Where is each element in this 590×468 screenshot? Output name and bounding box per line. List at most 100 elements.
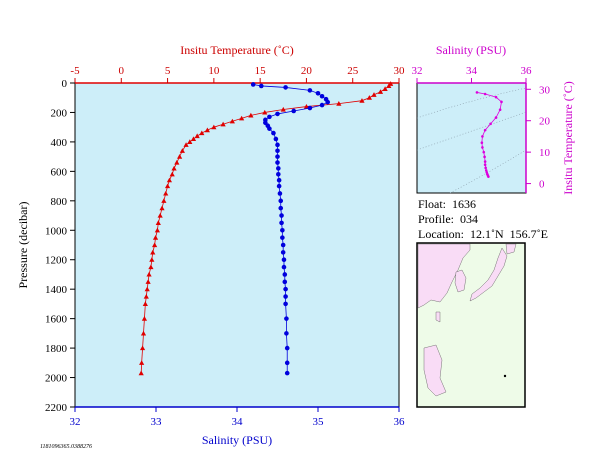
- ts-point: [494, 95, 498, 99]
- ts-point: [500, 100, 503, 104]
- ts-top-axis-title: Salinity (PSU): [436, 43, 506, 57]
- temperature-point: [239, 115, 245, 121]
- temperature-point: [199, 130, 205, 136]
- salinity-point: [284, 370, 290, 376]
- top-tick-label: -5: [70, 65, 80, 77]
- temperature-point: [152, 235, 159, 240]
- salinity-point: [271, 130, 276, 136]
- salinity-point: [284, 331, 289, 336]
- salinity-point: [283, 301, 288, 307]
- top-tick-label: 0: [119, 65, 125, 77]
- temperature-point: [220, 121, 226, 127]
- ts-right-tick-label: 30: [539, 84, 551, 96]
- salinity-point: [275, 148, 280, 154]
- bottom-tick-label: 33: [151, 416, 163, 428]
- main-series: [138, 81, 394, 376]
- temperature-point: [166, 177, 173, 183]
- left-tick-label: 400: [51, 137, 68, 149]
- salinity-point: [276, 166, 281, 171]
- temperature-point: [163, 190, 169, 196]
- salinity-point: [319, 102, 325, 108]
- ts-point: [483, 160, 487, 163]
- temperature-point: [262, 109, 268, 115]
- left-tick-label: 2200: [45, 402, 68, 414]
- ts-right-axis-title: Insitu Temperature (˚C): [561, 81, 575, 195]
- temperature-point: [366, 95, 372, 100]
- salinity-point: [278, 198, 284, 204]
- salinity-point: [284, 360, 290, 366]
- map-korea: [454, 269, 467, 293]
- ts-chart: 32 34 36 0 10 20 30 Salinity (PSU) Insitu Tem…: [412, 43, 576, 195]
- main-left-ticks: 0 200 400 600 800 1000 1200 1400 1600 1800 2000 220…: [45, 78, 75, 414]
- salinity-point: [275, 111, 280, 117]
- bottom-tick-label: 36: [394, 416, 406, 428]
- left-tick-label: 1000: [45, 225, 68, 237]
- temperature-point: [190, 136, 197, 142]
- ts-point: [489, 122, 492, 126]
- salinity-point: [282, 279, 288, 285]
- map-philippines: [423, 344, 447, 397]
- main-left-axis-title: Pressure (decibar): [16, 202, 30, 289]
- salinity-point: [283, 294, 288, 299]
- salinity-point: [315, 91, 321, 96]
- temperature-point: [140, 330, 147, 336]
- ts-top-tick-label: 32: [412, 65, 423, 77]
- ts-top-tick-label: 36: [521, 65, 533, 77]
- left-tick-label: 800: [51, 196, 68, 208]
- ts-point: [498, 108, 502, 112]
- salinity-point: [319, 93, 325, 99]
- ts-right-ticks: 0 10 20 30: [526, 84, 551, 191]
- temperature-point: [204, 127, 210, 133]
- temperature-point: [138, 370, 144, 376]
- top-tick-label: 5: [165, 65, 171, 77]
- salinity-point: [283, 286, 288, 292]
- salinity-point: [275, 142, 280, 148]
- salinity-point: [267, 114, 272, 120]
- left-tick-label: 600: [51, 166, 68, 178]
- main-chart: -5 0 5 10 15 20 25 30 32 33 34 35 36 02004006008001…: [16, 43, 405, 447]
- temperature-point: [382, 86, 388, 91]
- ts-point: [484, 166, 487, 170]
- temperature-point: [248, 112, 254, 118]
- salinity-point: [284, 345, 290, 351]
- temperature-point: [155, 220, 161, 225]
- salinity-point: [282, 272, 288, 277]
- left-tick-label: 1200: [45, 255, 68, 267]
- ts-point: [481, 135, 484, 138]
- left-tick-label: 200: [51, 107, 68, 119]
- ts-right-tick-label: 20: [539, 116, 551, 128]
- main-top-axis-title: Insitu Temperature (˚C): [180, 43, 294, 57]
- temperature-point: [139, 345, 146, 351]
- top-tick-label: 25: [347, 65, 359, 77]
- temperature-point: [386, 83, 392, 89]
- temperature-point: [177, 154, 183, 159]
- ts-point: [483, 92, 487, 96]
- ts-point: [482, 150, 486, 154]
- temperature-point: [280, 106, 286, 112]
- temperature-point: [377, 89, 384, 94]
- salinity-point: [284, 316, 289, 321]
- salinity-point: [280, 235, 285, 240]
- ts-point: [483, 163, 487, 167]
- top-tick-label: 30: [394, 65, 406, 77]
- location-map: [416, 242, 526, 408]
- map-float-location: [503, 374, 507, 378]
- temperature-point: [171, 165, 177, 171]
- salinity-point: [277, 191, 283, 196]
- profile-number: Profile: 034: [418, 212, 478, 226]
- salinity-point: [276, 172, 281, 177]
- main-plot-area: [74, 82, 400, 408]
- temperature-point: [229, 118, 235, 124]
- ts-point: [481, 146, 484, 149]
- temperature-point: [179, 148, 185, 153]
- temperature-point: [194, 133, 200, 139]
- temperature-point: [144, 286, 150, 292]
- salinity-point: [280, 250, 286, 255]
- ts-density-contour-2: [416, 111, 527, 151]
- top-tick-label: 15: [255, 65, 267, 77]
- salinity-point: [280, 227, 285, 233]
- map-taiwan: [435, 311, 441, 323]
- temperature-point: [142, 301, 148, 306]
- map-hokkaido: [505, 243, 517, 255]
